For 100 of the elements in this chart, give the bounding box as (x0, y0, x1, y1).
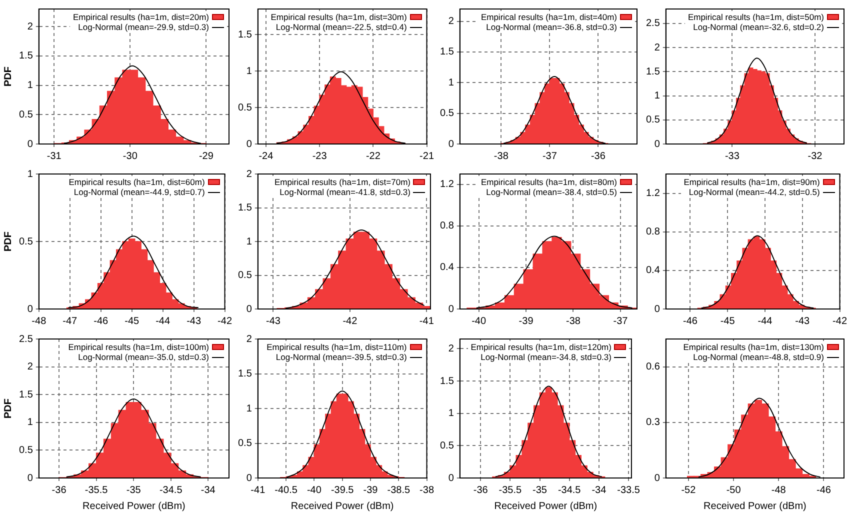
y-tick-label: 0.8 (440, 220, 454, 232)
y-tick-label: 1.2 (646, 188, 660, 200)
x-tick-label: -45 (720, 316, 736, 327)
y-tick-label: 0 (654, 138, 660, 150)
legend-label: Log-Normal (mean=-34.8, std=0.3) (480, 352, 612, 362)
y-tick-label: 0 (27, 138, 34, 150)
y-tick-label: 0.8 (646, 226, 660, 238)
x-tick-label: -37 (613, 316, 628, 327)
legend-label: Empirical results (ha=1m, dist=100m) (68, 342, 209, 352)
y-tick-label: 0 (27, 472, 34, 484)
x-tick-label: -38.5 (387, 484, 410, 496)
legend-label: Log-Normal (mean=-41.8, std=0.3) (280, 187, 410, 197)
x-tick-label: -33 (724, 150, 740, 162)
y-tick-label: 0.4 (646, 265, 660, 276)
x-tick-label: -40 (306, 484, 322, 496)
y-tick-label: 1.5 (18, 389, 34, 400)
x-tick-label: -41 (419, 316, 434, 327)
legend-label: Log-Normal (mean=-39.5, std=0.3) (276, 352, 407, 362)
x-tick-label: -44 (758, 316, 773, 327)
y-tick-label: 1 (246, 236, 252, 248)
legend-label: Log-Normal (mean=-32.6, std=0.2) (693, 22, 824, 32)
x-tick-label: -32 (808, 150, 823, 162)
x-tick-label: -36 (473, 484, 488, 496)
y-tick-label: 0 (448, 472, 454, 484)
x-tick-label: -35.5 (84, 484, 108, 496)
legend-label: Empirical results (ha=1m, dist=130m) (683, 342, 824, 352)
x-tick-label: -34.5 (159, 484, 183, 496)
legend-label: Empirical results (ha=1m, dist=30m) (270, 12, 407, 22)
x-tick-label: -30 (122, 150, 138, 162)
x-tick-label: -43 (186, 316, 202, 327)
x-tick-label: -36 (52, 484, 67, 496)
y-tick-label: 2.5 (18, 334, 34, 345)
y-tick-label: 2 (27, 21, 34, 32)
y-tick-label: 1.5 (646, 66, 660, 78)
y-tick-label: 0.5 (440, 108, 454, 120)
x-tick-label: -39.5 (330, 484, 354, 496)
y-tick-label: 2 (448, 343, 454, 354)
y-tick-label: 1 (27, 417, 34, 428)
y-tick-label: 1.5 (238, 202, 252, 214)
x-tick-label: -48 (771, 484, 786, 496)
y-tick-label: 2 (654, 42, 660, 54)
x-tick-label: -39 (518, 316, 534, 327)
x-tick-label: -24 (258, 150, 274, 162)
y-tick-label: 0.4 (440, 262, 454, 274)
y-tick-label: 0 (654, 472, 660, 484)
y-tick-label: 1 (448, 77, 454, 88)
x-tick-label: -22 (366, 150, 381, 162)
x-tick-label: -43 (266, 316, 281, 327)
legend-label: Empirical results (ha=1m, dist=20m) (72, 12, 209, 22)
x-tick-label: -42 (832, 316, 848, 327)
y-axis-title: PDF (2, 398, 14, 418)
x-tick-label: -40 (472, 316, 486, 327)
x-tick-label: -40.5 (274, 484, 298, 496)
x-tick-label: -46 (94, 316, 109, 327)
y-tick-label: 2 (448, 16, 454, 28)
y-tick-label: 0 (246, 304, 252, 315)
y-tick-label: 1 (27, 80, 34, 92)
y-tick-label: 1 (246, 403, 252, 414)
legend-label: Empirical results (ha=1m, dist=50m) (688, 12, 824, 22)
x-tick-label: -46 (816, 484, 832, 496)
y-axis-title: PDF (2, 232, 14, 252)
x-axis-title: Received Power (dBm) (704, 500, 806, 512)
legend-label: Log-Normal (mean=-22.5, std=0.4) (276, 22, 407, 32)
x-tick-label: -23 (312, 150, 328, 162)
x-tick-label: -33.5 (617, 484, 640, 496)
x-tick-label: -35 (126, 484, 142, 496)
y-tick-label: 0.5 (18, 236, 34, 248)
y-tick-label: 0.5 (18, 109, 34, 120)
x-tick-label: -34 (200, 484, 216, 496)
y-tick-label: 1.5 (238, 368, 252, 380)
x-tick-label: -34 (592, 484, 607, 496)
x-tick-label: -21 (420, 150, 434, 162)
x-tick-label: -34.5 (558, 484, 582, 496)
y-tick-label: 1.2 (440, 179, 454, 190)
y-tick-label: 0 (246, 472, 252, 484)
y-tick-label: 2 (27, 362, 34, 373)
y-tick-label: 0 (654, 304, 660, 315)
legend-label: Log-Normal (mean=-35.0, std=0.3) (78, 352, 209, 362)
legend-label: Empirical results (ha=1m, dist=40m) (480, 12, 617, 22)
x-tick-label: -36 (590, 150, 606, 162)
x-tick-label: -46 (682, 316, 698, 327)
legend-label: Empirical results (ha=1m, dist=90m) (684, 177, 820, 187)
y-tick-label: 0.5 (238, 438, 252, 449)
y-tick-label: 0 (246, 138, 252, 150)
y-tick-label: 2 (246, 168, 252, 180)
x-axis-title: Received Power (dBm) (494, 500, 598, 512)
y-tick-label: 1 (654, 90, 660, 102)
y-tick-label: 2.5 (646, 18, 660, 30)
legend-label: Log-Normal (mean=-48.8, std=0.9) (693, 352, 824, 362)
legend-label: Empirical results (ha=1m, dist=60m) (68, 177, 205, 187)
y-tick-label: 1.5 (440, 376, 454, 387)
x-tick-label: -38 (420, 484, 434, 496)
y-tick-label: 0 (27, 304, 34, 315)
legend-label: Empirical results (ha=1m, dist=120m) (470, 342, 612, 352)
y-tick-label: 0 (448, 304, 454, 315)
y-tick-label: 0.5 (238, 270, 252, 281)
x-tick-label: -37 (542, 150, 558, 162)
x-tick-label: -52 (681, 484, 696, 496)
y-tick-label: 1 (448, 408, 454, 420)
legend-label: Empirical results (ha=1m, dist=70m) (274, 177, 410, 187)
